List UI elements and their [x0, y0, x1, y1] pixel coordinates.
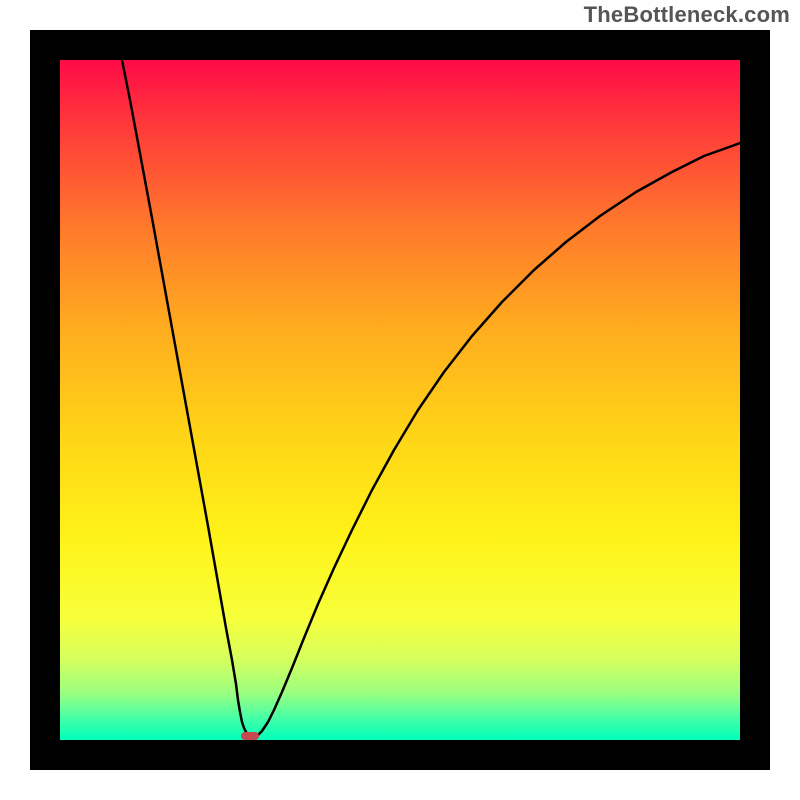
gradient-background: [60, 60, 740, 740]
chart-frame: TheBottleneck.com: [0, 0, 800, 800]
watermark-text: TheBottleneck.com: [584, 2, 790, 28]
